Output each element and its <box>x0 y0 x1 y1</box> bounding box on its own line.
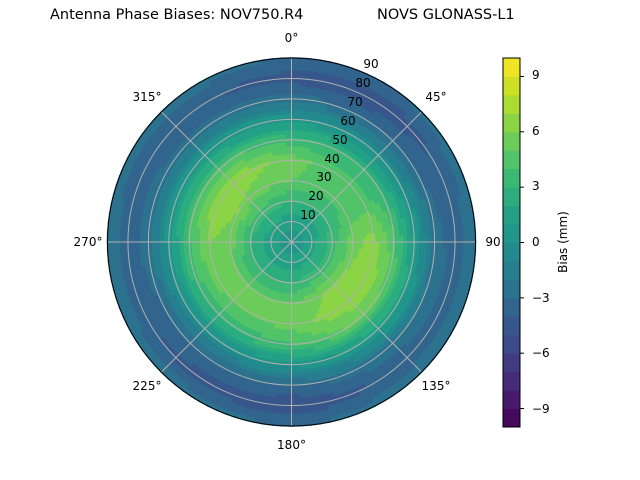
radial-label-50: 50 <box>332 133 348 147</box>
chart-title-antenna: Antenna Phase Biases: NOV750.R4 <box>50 7 304 23</box>
radial-label-70: 70 <box>347 95 363 109</box>
azimuth-label-315: 315° <box>132 90 162 104</box>
radial-label-90: 90 <box>363 57 379 71</box>
colorbar-label: Bias (mm) <box>556 211 570 273</box>
polar-grid <box>107 58 476 426</box>
colorbar-tick-minus6: −6 <box>532 346 550 360</box>
radial-label-40: 40 <box>324 152 340 166</box>
polar-frame <box>107 57 476 427</box>
bias-field-cells <box>106 57 477 427</box>
radial-label-10: 10 <box>300 208 316 222</box>
radial-label-30: 30 <box>316 170 332 184</box>
radial-label-60: 60 <box>340 114 356 128</box>
azimuth-label-135: 135° <box>421 379 451 393</box>
colorbar-tick-9: 9 <box>532 68 540 82</box>
colorbar-tick-minus3: −3 <box>532 291 550 305</box>
radial-label-20: 20 <box>308 189 324 203</box>
azimuth-label-0: 0° <box>284 31 299 45</box>
azimuth-label-225: 225° <box>132 379 162 393</box>
azimuth-label-180: 180° <box>277 438 306 452</box>
colorbar-tick-3: 3 <box>532 179 540 193</box>
azimuth-label-45: 45° <box>425 90 447 104</box>
radial-label-80: 80 <box>355 76 371 90</box>
azimuth-label-270: 270° <box>73 235 103 249</box>
colorbar-tick-0: 0 <box>532 235 540 249</box>
colorbar <box>502 57 524 428</box>
chart-title-signal: NOVS GLONASS-L1 <box>377 7 515 23</box>
colorbar-tick-6: 6 <box>532 124 540 138</box>
azimuth-label-90: 90 <box>485 235 501 249</box>
colorbar-tick-minus9: −9 <box>532 402 550 416</box>
